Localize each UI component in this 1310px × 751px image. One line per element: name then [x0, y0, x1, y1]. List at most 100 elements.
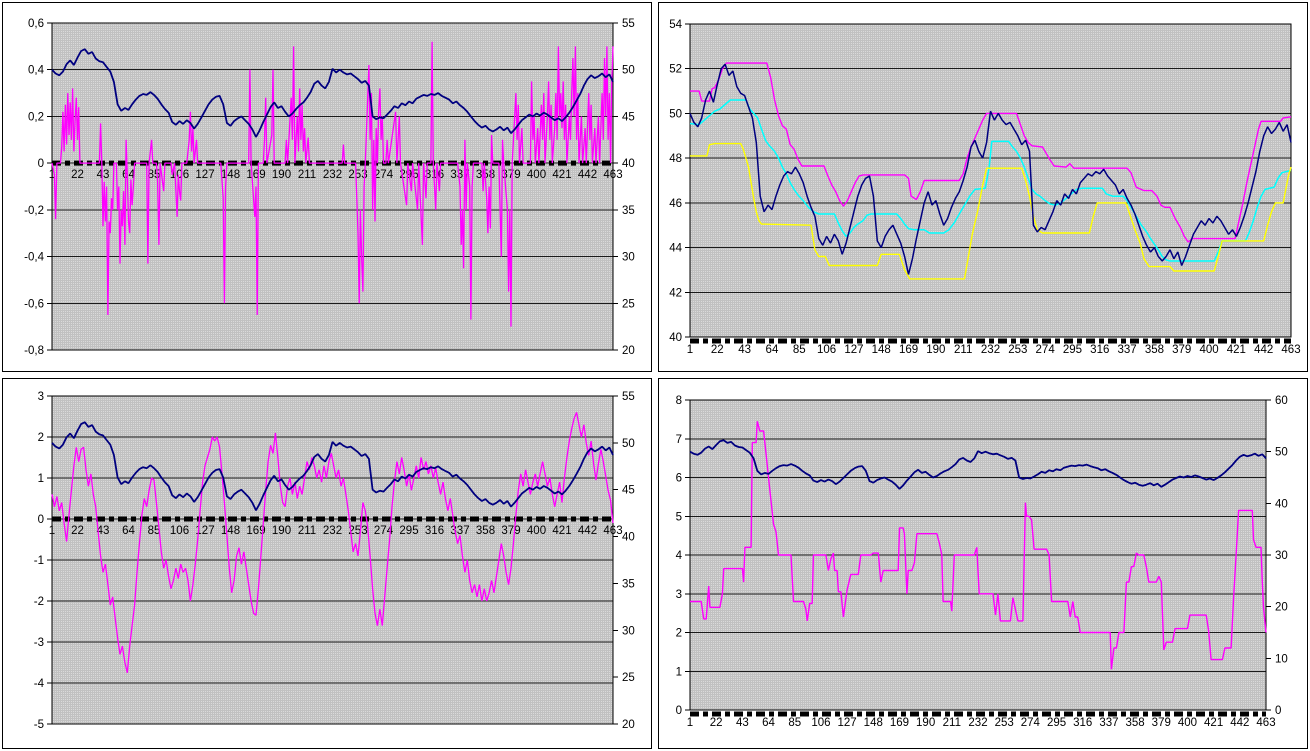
chart-panel-bottom-right: 8 7 6 5 4 3 2 1 0 60 50 40 30 20 10 0 1 22 43 64 85 106 127 148…: [658, 378, 1308, 749]
x-axis-label: 106: [170, 525, 189, 537]
x-axis-label: 379: [501, 525, 520, 537]
right-axis-label: 40: [622, 532, 635, 544]
x-axis-label: 274: [374, 525, 394, 537]
chart-canvas-top-left: 0,6 0,4 0,2 0 -0,2 -0,4 -0,6 -0,8 55 50 45 40 35 30 25…: [24, 18, 635, 357]
x-axis-label: 211: [298, 525, 316, 537]
left-axis-label: 4: [676, 550, 683, 562]
x-axis-label: 190: [272, 525, 291, 537]
x-axis-label: 358: [476, 525, 495, 537]
x-axis-label: 127: [195, 525, 214, 537]
left-axis-label: 0: [38, 514, 44, 526]
x-axis-label: 316: [1073, 717, 1092, 729]
x-axis-label: 337: [450, 525, 469, 537]
x-axis-label: 253: [995, 717, 1014, 729]
left-axis-label: 40: [669, 332, 682, 344]
right-axis-label: 30: [622, 625, 635, 637]
left-axis-label: 5: [676, 511, 682, 523]
left-axis-label: 54: [669, 19, 682, 31]
chart-canvas-top-right: 54 52 50 48 46 44 42 40 1 22 43 64 85 106 127 148 169 190…: [669, 19, 1300, 356]
x-axis-label: 232: [323, 525, 342, 537]
right-axis-label: 20: [622, 719, 635, 731]
x-axis-label: 295: [1047, 717, 1066, 729]
x-axis-label: 274: [1036, 344, 1056, 356]
x-axis-label: 316: [1090, 344, 1109, 356]
x-axis-label: 85: [148, 525, 161, 537]
x-axis-label: 442: [1230, 717, 1249, 729]
left-axis-label: 0,4: [28, 65, 45, 77]
x-axis-label: 22: [710, 717, 723, 729]
x-axis-label: 358: [1125, 717, 1144, 729]
right-axis-label: 35: [622, 578, 635, 590]
x-axis-label: 274: [374, 169, 394, 181]
right-axis-label: 10: [1275, 653, 1288, 665]
series-impulse: [51, 41, 614, 327]
x-axis-label: 232: [323, 169, 342, 181]
plot-border: [689, 23, 1292, 338]
left-axis-label: 1: [38, 473, 44, 485]
right-axis-label: 20: [622, 345, 635, 357]
x-axis-label: 1: [49, 525, 55, 537]
series-price: [689, 439, 1267, 490]
x-axis-label: 379: [1172, 344, 1191, 356]
series-spread: [690, 421, 1267, 670]
right-axis-label: 45: [622, 111, 635, 123]
left-axis-label: -5: [34, 719, 44, 731]
chart-panel-top-left: 0,6 0,4 0,2 0 -0,2 -0,4 -0,6 -0,8 55 50 45 40 35 30 25…: [2, 2, 652, 372]
series-mid-band: [689, 99, 1292, 262]
left-axis-label: 50: [669, 108, 682, 120]
x-axis-label: 400: [1199, 344, 1218, 356]
x-axis-label: 169: [899, 344, 918, 356]
x-axis-label: 43: [736, 717, 749, 729]
left-axis-label: -2: [34, 596, 44, 608]
x-axis-label: 463: [603, 525, 622, 537]
left-axis-label: 3: [38, 391, 44, 403]
plot-area: [690, 24, 1291, 337]
x-axis-label: 127: [195, 169, 214, 181]
x-axis-label: 421: [1227, 344, 1246, 356]
x-axis-label: 64: [762, 717, 775, 729]
x-axis-label: 1: [687, 344, 693, 356]
left-axis-label: 7: [676, 434, 682, 446]
left-axis-label: 48: [669, 153, 682, 165]
x-axis-label: 463: [1281, 344, 1300, 356]
series-lower-band: [690, 142, 1292, 280]
x-axis-label: 253: [348, 169, 367, 181]
left-axis-label: -0,4: [24, 252, 44, 264]
left-axis-label: 3: [676, 589, 682, 601]
right-axis-label: 50: [1275, 447, 1288, 459]
x-axis-label: 232: [981, 344, 1000, 356]
left-axis-label: -0,2: [24, 205, 44, 217]
right-axis-label: 0: [1275, 705, 1281, 717]
series-price: [689, 63, 1292, 275]
right-axis-label: 50: [622, 65, 635, 77]
x-axis-label: 442: [578, 169, 597, 181]
x-axis-label: 169: [246, 169, 265, 181]
x-axis-label: 253: [1008, 344, 1027, 356]
left-axis-label: 0,2: [28, 111, 44, 123]
right-axis-label: 25: [622, 298, 635, 310]
series-upper-band: [690, 62, 1292, 243]
x-axis-label: 400: [1178, 717, 1197, 729]
x-axis-label: 379: [501, 169, 520, 181]
left-axis-label: 6: [676, 473, 682, 485]
right-axis-label: 25: [622, 672, 635, 684]
x-axis-label: 421: [1204, 717, 1223, 729]
right-axis-label: 20: [1275, 602, 1288, 614]
x-axis-label: 1: [49, 169, 55, 181]
left-axis-label: 2: [676, 628, 682, 640]
x-axis-label: 43: [738, 344, 751, 356]
x-axis-label: 169: [246, 525, 265, 537]
x-axis-label: 43: [97, 169, 110, 181]
left-axis-label: -0,8: [24, 345, 44, 357]
right-axis-label: 35: [622, 205, 635, 217]
x-axis-label: 127: [837, 717, 856, 729]
right-axis-label: 40: [1275, 498, 1288, 510]
x-axis-label: 148: [872, 344, 891, 356]
x-axis-label: 190: [272, 169, 291, 181]
right-axis-label: 50: [622, 438, 635, 450]
x-axis-label: 106: [811, 717, 830, 729]
x-axis-label: 421: [552, 525, 571, 537]
left-axis-label: 0: [676, 705, 682, 717]
x-axis-label: 253: [348, 525, 367, 537]
